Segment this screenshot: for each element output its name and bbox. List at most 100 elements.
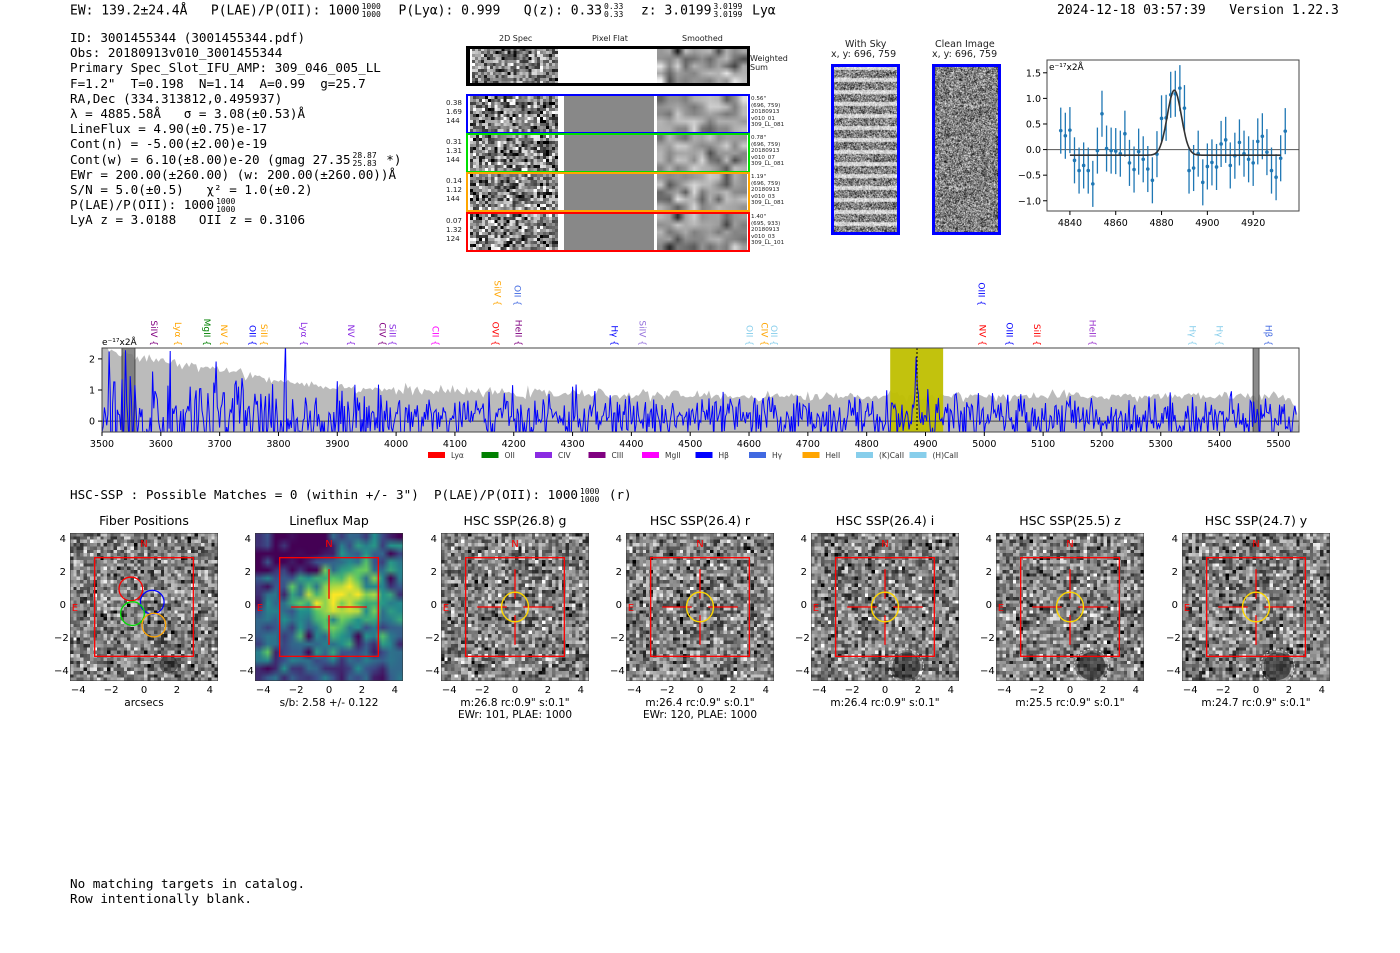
row-fiber-field: v010_03 <box>751 193 775 200</box>
row-stat: 124 <box>446 234 460 243</box>
info-obs: Obs: 20180913v010_3001455344 <box>70 45 283 61</box>
x-tick-label: 4000 <box>384 439 408 450</box>
weighted-sum-label: Weighted Sum <box>750 54 788 72</box>
data-point <box>1113 149 1118 153</box>
y-tick-label: 1 <box>89 386 95 397</box>
row-smoothed <box>657 174 747 210</box>
cutout-caption: m:26.4 rc:0.9" s:0.1" <box>645 697 755 709</box>
y-tick-label: 0.0 <box>1026 145 1041 156</box>
x-tick-label: 5400 <box>1207 439 1231 450</box>
legend-swatch <box>695 452 713 458</box>
x-tick-label: 3700 <box>208 439 232 450</box>
spectral-line-label: OVI { <box>490 322 500 346</box>
row-pixel-flat <box>564 214 654 250</box>
row-fiber-field: 20180913 <box>751 187 780 194</box>
data-point <box>1278 156 1283 161</box>
data-point <box>1255 139 1260 144</box>
x-tick-label: 4300 <box>560 439 584 450</box>
data-point <box>1219 142 1223 146</box>
y-tick-label: −4 <box>425 665 440 677</box>
data-point <box>1100 111 1104 116</box>
data-point <box>1136 149 1141 154</box>
legend-label: (K)CaII <box>879 451 904 460</box>
ifu-footprint-box <box>94 557 194 657</box>
row-2d-spec <box>470 135 558 171</box>
x-tick-label: 3500 <box>90 439 114 450</box>
legend-swatch <box>749 452 766 458</box>
x-tick-label: 2 <box>358 685 366 696</box>
spectrum-row-frame <box>466 212 750 252</box>
y-tick-label: −2 <box>610 632 625 644</box>
x-tick-label: 2 <box>914 685 922 696</box>
y-tick-label: −2 <box>1166 632 1181 644</box>
x-tick-label: 4100 <box>443 439 467 450</box>
row-pixel-flat <box>564 174 654 210</box>
y-tick-label: 0.5 <box>1026 119 1041 130</box>
x-tick-label: 4840 <box>1058 218 1082 229</box>
x-tick-label: 4 <box>1132 685 1139 696</box>
data-point <box>1274 175 1278 180</box>
x-tick-label: 2 <box>1285 685 1293 696</box>
row-fiber-field: 309_LL_081 <box>751 122 785 129</box>
weighted-2d-spec <box>472 48 558 84</box>
cutout-title: Lineflux Map <box>289 513 369 528</box>
row-stat: 1.32 <box>446 225 463 234</box>
row-stat: 1.31 <box>446 146 463 155</box>
y-tick-label: 2 <box>800 567 807 579</box>
fiber-circle <box>118 576 144 602</box>
y-tick-label: 2 <box>615 567 622 579</box>
north-label: N <box>881 539 888 550</box>
east-label: E <box>998 603 1004 614</box>
gaussian-fit-line <box>1069 89 1281 156</box>
row-stats: 0.14 1.12 144 <box>446 176 462 203</box>
cutout-frame <box>70 533 218 681</box>
data-point <box>1086 168 1091 173</box>
cutout-title: HSC SSP(26.4) r <box>649 513 751 528</box>
data-point <box>1260 134 1265 139</box>
catalog-source-marker <box>1259 648 1295 681</box>
clean-image <box>934 66 998 232</box>
info-plae: P(LAE)/P(OII): 1000 1000 1000 <box>70 196 236 214</box>
spectral-line-label: SiII { <box>258 324 268 346</box>
east-label: E <box>257 603 263 614</box>
plot-frame <box>1046 59 1300 212</box>
y-unit-label: e⁻¹⁷x2Å <box>102 336 138 348</box>
info-redshifts: LyA z = 3.0188 OII z = 0.3106 <box>70 212 306 228</box>
info-params: F=1.2" T=0.198 N=1.14 A=0.99 g=25.7 <box>70 75 366 91</box>
cutout-caption: m:26.8 rc:0.9" s:0.1" <box>460 697 570 709</box>
y-tick-label: 2 <box>1171 567 1178 579</box>
data-point <box>1187 168 1191 173</box>
x-tick-label: 4860 <box>1104 218 1128 229</box>
y-tick-label: 4 <box>430 534 437 546</box>
ifu-footprint-box <box>465 557 565 657</box>
x-tick-label: −4 <box>626 685 642 696</box>
east-label: E <box>72 603 78 614</box>
legend-label: Hγ <box>772 451 783 460</box>
weighted-sum-frame <box>466 46 750 86</box>
cutout-caption: m:24.7 rc:0.9" s:0.1" <box>1201 697 1311 709</box>
info-cont-n: Cont(n) = -5.00(±2.00)e-19 <box>70 136 268 152</box>
y-tick-label: 4 <box>800 534 807 546</box>
spectral-line-label: Lyα { <box>172 322 182 346</box>
y-tick-label: −4 <box>239 665 254 677</box>
spectral-line-label: SiIV { <box>148 320 158 346</box>
cutout-caption: arcsecs <box>124 697 164 709</box>
legend-swatch <box>642 452 659 458</box>
spectral-line-label: NV { <box>218 325 228 346</box>
east-label: E <box>813 603 819 614</box>
cutout-caption: m:26.4 rc:0.9" s:0.1" <box>830 697 940 709</box>
x-tick-label: 4 <box>391 685 398 696</box>
legend-swatch <box>535 452 552 458</box>
x-tick-label: −2 <box>474 685 490 696</box>
data-point <box>1063 133 1068 138</box>
x-tick-label: 0 <box>140 685 148 696</box>
x-tick-label: 3600 <box>149 439 173 450</box>
data-point <box>1141 157 1146 162</box>
version: Version 1.22.3 <box>1229 3 1339 18</box>
column-smoothed: Smoothed <box>682 34 723 43</box>
data-point <box>1159 116 1164 121</box>
data-point <box>1228 163 1233 168</box>
line-fit-chart: 4840 4860 4880 4900 4920 −1.0 −0.5 0.0 0.5 1.0 1.5… <box>1018 59 1300 229</box>
legend-label: OII <box>505 451 515 460</box>
row-stat: 0.38 <box>446 98 463 107</box>
